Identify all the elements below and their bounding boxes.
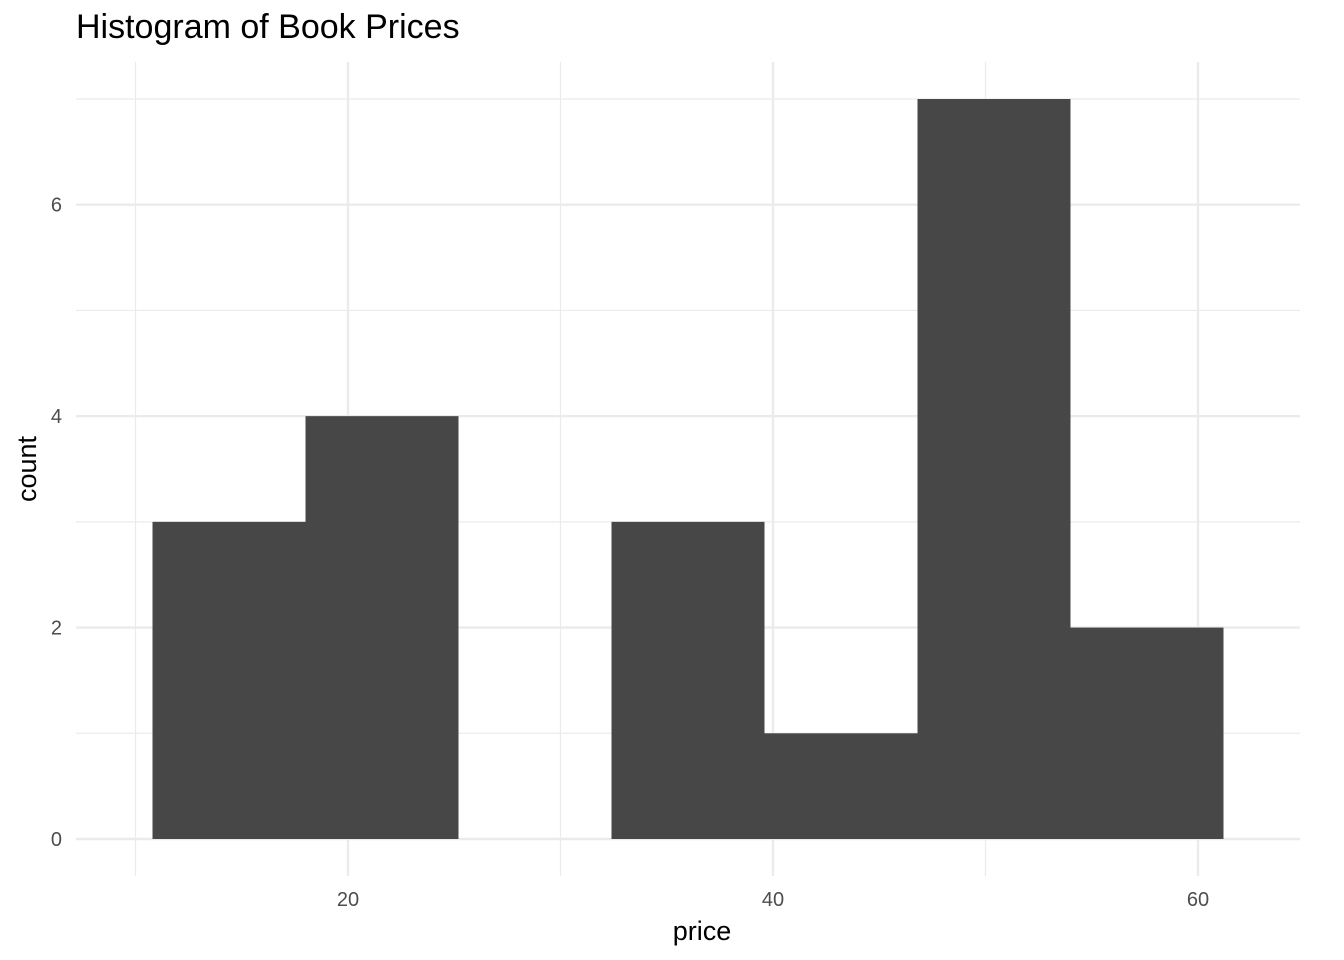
histogram-bar-0 — [152, 521, 306, 839]
y-tick-label: 2 — [51, 618, 62, 640]
x-tick-label: 60 — [1187, 889, 1209, 911]
histogram-bars — [152, 99, 1224, 839]
y-tick-label: 0 — [51, 829, 62, 851]
histogram-bar-1 — [305, 416, 459, 839]
y-tick-label: 4 — [51, 406, 62, 428]
chart-title: Histogram of Book Prices — [76, 8, 460, 46]
histogram-bar-6 — [1070, 627, 1224, 839]
x-axis-title: price — [673, 916, 732, 946]
y-tick-labels: 0 2 4 6 — [51, 195, 62, 851]
y-tick-label: 6 — [51, 195, 62, 217]
x-tick-label: 20 — [337, 889, 359, 911]
histogram-bar-4 — [764, 733, 918, 839]
x-tick-labels: 20 40 60 — [337, 889, 1209, 911]
histogram-bar-3 — [611, 521, 765, 839]
histogram-bar-5 — [917, 99, 1071, 839]
x-tick-label: 40 — [762, 889, 784, 911]
y-axis-title: count — [12, 435, 42, 502]
